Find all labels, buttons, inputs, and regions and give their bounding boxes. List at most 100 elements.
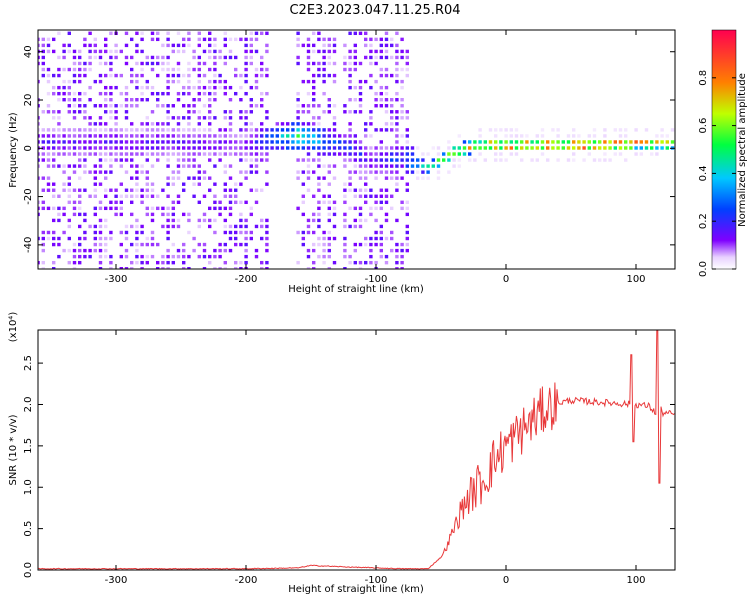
spectrogram-cell bbox=[83, 230, 87, 235]
spectrogram-cell bbox=[130, 188, 134, 192]
spectrogram-cell bbox=[254, 254, 259, 259]
spectrogram-cell bbox=[239, 152, 243, 156]
spectrogram-cell bbox=[343, 254, 347, 259]
spectrogram-cell bbox=[353, 158, 357, 162]
spectrogram-cell bbox=[83, 158, 87, 162]
spectrogram-cell bbox=[228, 110, 233, 114]
spectrogram-cell bbox=[395, 122, 399, 126]
spectrogram-cell bbox=[239, 267, 243, 269]
spectrogram-cell bbox=[93, 146, 97, 150]
spectrogram-cell bbox=[431, 158, 435, 162]
spectrogram-cell bbox=[197, 116, 201, 120]
spectrogram-cell bbox=[104, 188, 108, 192]
spectrogram-cell bbox=[197, 224, 201, 229]
spectrogram-cell bbox=[41, 128, 45, 132]
spectrogram-cell bbox=[166, 260, 170, 265]
spectrogram-cell bbox=[280, 122, 285, 126]
spectrogram-cell bbox=[525, 146, 529, 150]
spectrogram-cell bbox=[135, 170, 139, 174]
spectrogram-cell bbox=[312, 61, 316, 66]
spectrogram-cell bbox=[171, 49, 175, 54]
spectrogram-cell bbox=[260, 140, 264, 144]
spectrogram-cell bbox=[390, 248, 394, 253]
spectrogram-cell bbox=[223, 248, 227, 253]
spectrogram-cell bbox=[306, 170, 311, 174]
spectrogram-cell bbox=[514, 152, 519, 156]
spectrogram-cell bbox=[436, 146, 441, 150]
spectrogram-cell bbox=[130, 140, 134, 144]
spectrogram-cell bbox=[343, 43, 347, 48]
spectrogram-cell bbox=[306, 146, 311, 150]
spectrogram-cell bbox=[213, 146, 217, 150]
spectrogram-cell bbox=[98, 158, 103, 162]
spectrogram-cell bbox=[353, 140, 357, 144]
spectrogram-cell bbox=[254, 104, 259, 108]
spectrogram-cell bbox=[176, 254, 181, 259]
spectrogram-cell bbox=[88, 85, 92, 90]
spectrogram-cell bbox=[166, 236, 170, 241]
spectrogram-cell bbox=[421, 158, 425, 162]
spectrogram-cell bbox=[98, 140, 103, 144]
spectrogram-cell bbox=[358, 212, 363, 217]
spectrogram-cell bbox=[140, 49, 144, 54]
spectrogram-x-tick-label: 100 bbox=[626, 274, 645, 285]
spectrogram-cell bbox=[119, 134, 123, 138]
spectrogram-cell bbox=[426, 164, 430, 168]
spectrogram-cell bbox=[395, 248, 399, 253]
spectrogram-cell bbox=[156, 98, 160, 102]
spectrogram-cell bbox=[384, 85, 389, 90]
spectrogram-cell bbox=[566, 158, 571, 162]
spectrogram-cell bbox=[260, 55, 264, 60]
spectrogram-cell bbox=[38, 43, 40, 48]
spectrogram-cell bbox=[374, 55, 378, 60]
spectrogram-cell bbox=[265, 49, 269, 54]
spectrogram-cell bbox=[312, 242, 316, 247]
spectrogram-cell bbox=[395, 73, 399, 78]
colorbar-tick-label: 0.8 bbox=[698, 70, 709, 86]
spectrogram-cell bbox=[317, 116, 321, 120]
spectrogram-cell bbox=[369, 116, 373, 120]
snr-y-tick-label: 2.5 bbox=[23, 355, 34, 371]
spectrogram-cell bbox=[140, 260, 144, 265]
spectrogram-cell bbox=[176, 164, 181, 168]
spectrogram-cell bbox=[655, 152, 659, 156]
spectrogram-cell bbox=[244, 146, 248, 150]
spectrogram-cell bbox=[46, 134, 51, 138]
spectrogram-cell bbox=[67, 218, 71, 223]
spectrogram-cell bbox=[218, 206, 222, 211]
spectrogram-cell bbox=[442, 158, 446, 162]
spectrogram-cell bbox=[535, 146, 539, 150]
spectrogram-cell bbox=[358, 146, 363, 150]
spectrogram-cell bbox=[530, 146, 534, 150]
spectrogram-cell bbox=[176, 200, 181, 205]
spectrogram-cell bbox=[312, 79, 316, 84]
spectrogram-cell bbox=[364, 37, 368, 42]
spectrogram-cell bbox=[83, 188, 87, 192]
spectrogram-cell bbox=[343, 267, 347, 269]
spectrogram-cell bbox=[358, 91, 363, 96]
spectrogram-cell bbox=[187, 128, 191, 132]
spectrogram-cell bbox=[400, 67, 404, 72]
spectrogram-cell bbox=[38, 134, 40, 138]
spectrogram-cell bbox=[494, 158, 498, 162]
spectrogram-cell bbox=[104, 140, 108, 144]
spectrogram-cell bbox=[161, 212, 165, 217]
spectrogram-cell bbox=[296, 128, 300, 132]
spectrogram-cell bbox=[192, 67, 196, 72]
spectrogram-cell bbox=[244, 224, 248, 229]
spectrogram-cell bbox=[98, 236, 103, 241]
spectrogram-cell bbox=[358, 31, 363, 36]
spectrogram-cell bbox=[202, 61, 207, 66]
spectrogram-cell bbox=[514, 128, 519, 132]
spectrogram-cell bbox=[208, 79, 212, 84]
spectrogram-cell bbox=[332, 146, 337, 150]
spectrogram-cell bbox=[130, 37, 134, 42]
spectrogram-cell bbox=[46, 79, 51, 84]
snr-x-tick-label: -100 bbox=[365, 575, 388, 586]
spectrogram-cell bbox=[176, 79, 181, 84]
spectrogram-cell bbox=[535, 158, 539, 162]
snr-x-tick-label: -300 bbox=[105, 575, 128, 586]
spectrogram-cell bbox=[171, 79, 175, 84]
spectrogram-cell bbox=[343, 61, 347, 66]
